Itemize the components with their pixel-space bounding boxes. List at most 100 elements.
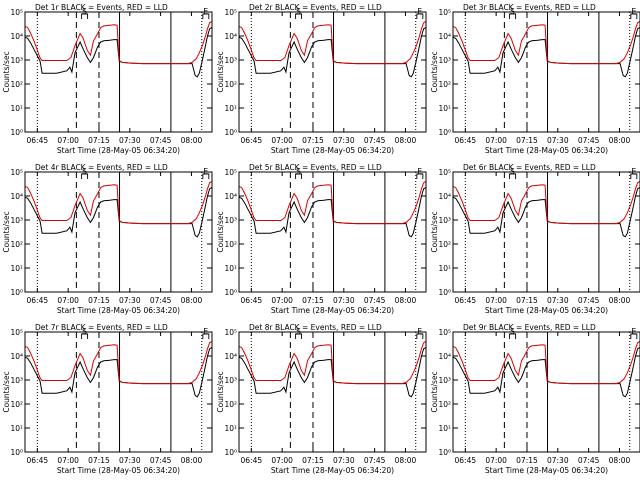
x-tick-label: 08:00 <box>609 456 631 465</box>
x-tick-label: 06:45 <box>27 296 49 305</box>
x-tick-label: 07:30 <box>547 136 569 145</box>
time-marker <box>295 333 303 339</box>
time-marker <box>81 173 89 179</box>
y-tick-label: 10³ <box>224 216 237 225</box>
x-axis-label: Start Time (28-May-05 06:34:20) <box>57 146 180 155</box>
x-tick-label: 07:30 <box>333 456 355 465</box>
y-tick-label: 10³ <box>10 56 23 65</box>
x-tick-label: 07:15 <box>88 296 110 305</box>
plot-frame <box>24 331 213 453</box>
plot-frame <box>238 331 427 453</box>
y-tick-label: 10⁰ <box>224 128 237 137</box>
y-tick-label: 10⁵ <box>438 8 451 17</box>
x-tick-label: 07:30 <box>547 456 569 465</box>
y-axis-label: Counts/sec <box>430 211 439 252</box>
x-axis-label: Start Time (28-May-05 06:34:20) <box>57 306 180 315</box>
time-marker <box>416 13 424 19</box>
y-tick-label: 10¹ <box>10 104 23 113</box>
x-tick-label: 08:00 <box>609 296 631 305</box>
y-tick-label: 10² <box>224 80 237 89</box>
x-tick-label: 07:00 <box>57 456 79 465</box>
time-marker <box>81 333 89 339</box>
x-tick-label: 08:00 <box>181 456 203 465</box>
y-tick-label: 10⁴ <box>438 32 451 41</box>
x-tick-label: 07:15 <box>302 136 324 145</box>
time-marker <box>202 173 210 179</box>
y-tick-label: 10³ <box>438 56 451 65</box>
x-tick-label: 06:45 <box>241 456 263 465</box>
lld-series-line <box>238 181 426 225</box>
x-tick-label: 06:45 <box>27 456 49 465</box>
x-tick-label: 06:45 <box>241 296 263 305</box>
x-axis-label: Start Time (28-May-05 06:34:20) <box>485 146 608 155</box>
lld-series-line <box>24 181 212 225</box>
events-series-line <box>452 187 640 238</box>
x-tick-label: 08:00 <box>395 136 417 145</box>
x-tick-label: 06:45 <box>455 296 477 305</box>
x-tick-label: 06:45 <box>27 136 49 145</box>
y-tick-label: 10³ <box>224 56 237 65</box>
x-tick-label: 08:00 <box>395 456 417 465</box>
x-tick-label: 07:30 <box>333 296 355 305</box>
y-axis-label: Counts/sec <box>216 51 225 92</box>
x-tick-label: 07:15 <box>88 456 110 465</box>
x-tick-label: 07:15 <box>516 296 538 305</box>
x-tick-label: 07:00 <box>57 296 79 305</box>
lld-series-line <box>452 181 640 225</box>
y-tick-label: 10² <box>10 240 23 249</box>
y-tick-label: 10⁵ <box>10 328 23 337</box>
x-axis-label: Start Time (28-May-05 06:34:20) <box>57 466 180 475</box>
x-tick-label: 08:00 <box>395 296 417 305</box>
x-tick-label: 07:00 <box>271 296 293 305</box>
lld-series-line <box>24 21 212 65</box>
x-tick-label: 07:45 <box>578 136 600 145</box>
x-tick-label: 08:00 <box>181 136 203 145</box>
y-axis-label: Counts/sec <box>216 371 225 412</box>
panel-title: Det 9r BLACK = Events, RED = LLD <box>463 323 596 332</box>
time-marker <box>295 13 303 19</box>
y-tick-label: 10¹ <box>224 104 237 113</box>
x-tick-label: 07:15 <box>302 296 324 305</box>
x-tick-label: 07:00 <box>271 456 293 465</box>
y-tick-label: 10⁴ <box>10 32 23 41</box>
x-tick-label: 07:00 <box>271 136 293 145</box>
y-tick-label: 10³ <box>10 376 23 385</box>
y-tick-label: 10⁰ <box>10 448 23 457</box>
time-marker <box>509 333 517 339</box>
y-tick-label: 10⁴ <box>438 192 451 201</box>
time-marker <box>630 13 638 19</box>
x-tick-label: 06:45 <box>455 136 477 145</box>
y-tick-label: 10⁰ <box>438 288 451 297</box>
time-marker <box>509 173 517 179</box>
y-tick-label: 10³ <box>224 376 237 385</box>
x-tick-label: 06:45 <box>455 456 477 465</box>
y-tick-label: 10⁴ <box>438 352 451 361</box>
events-series-line <box>238 187 426 238</box>
y-tick-label: 10³ <box>438 376 451 385</box>
x-tick-label: 07:15 <box>516 456 538 465</box>
x-tick-label: 07:30 <box>119 456 141 465</box>
events-series-line <box>238 27 426 78</box>
y-tick-label: 10⁵ <box>438 168 451 177</box>
x-tick-label: 07:45 <box>364 296 386 305</box>
time-marker <box>416 333 424 339</box>
y-tick-label: 10² <box>438 80 451 89</box>
x-tick-label: 07:45 <box>150 136 172 145</box>
y-tick-label: 10⁰ <box>438 448 451 457</box>
y-tick-label: 10⁵ <box>438 328 451 337</box>
y-tick-label: 10³ <box>438 216 451 225</box>
x-tick-label: 07:30 <box>547 296 569 305</box>
y-tick-label: 10² <box>10 80 23 89</box>
x-tick-label: 07:45 <box>364 136 386 145</box>
y-tick-label: 10¹ <box>224 264 237 273</box>
plot-frame <box>238 171 427 293</box>
lld-series-line <box>452 21 640 65</box>
